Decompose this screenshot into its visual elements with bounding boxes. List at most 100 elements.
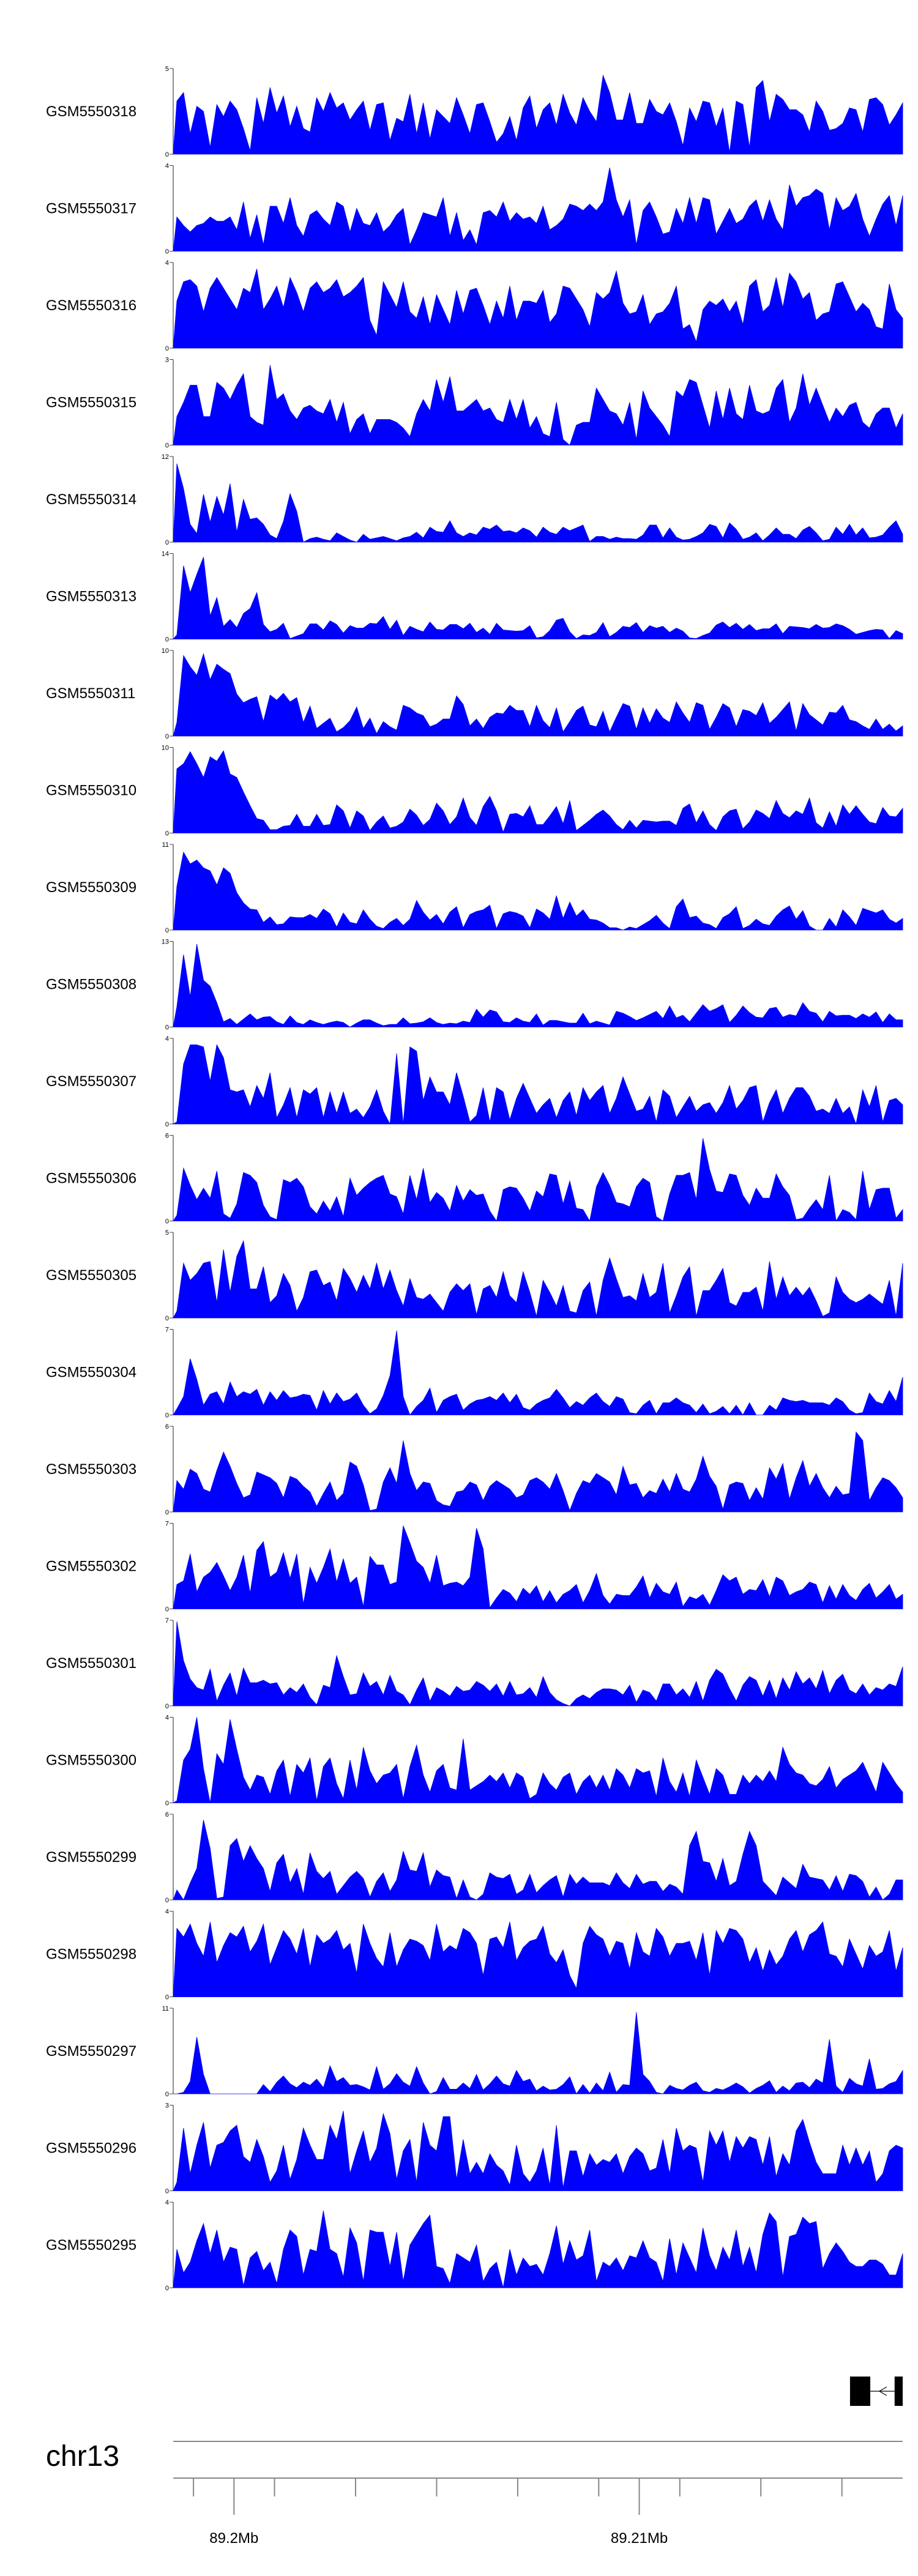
coverage-tracks: GSM555031850GSM555031740GSM555031640GSM5… [46, 65, 903, 2292]
y-max-label: 4 [165, 163, 169, 170]
y-max-label: 7 [165, 1521, 169, 1528]
track-GSM5550305: GSM5550305 5 0 [46, 1229, 903, 1322]
track-GSM5550296: GSM5550296 3 0 [46, 2102, 903, 2195]
track-GSM5550300: GSM5550300 4 0 [46, 1714, 903, 1807]
y-zero-label: 0 [165, 1121, 169, 1128]
coverage-area [173, 750, 903, 833]
track-label: GSM5550306 [46, 1171, 136, 1187]
y-max-label: 5 [165, 65, 169, 73]
coverage-area [173, 167, 903, 251]
track-label: GSM5550318 [46, 103, 136, 120]
track-label: GSM5550307 [46, 1073, 136, 1090]
y-zero-label: 0 [165, 1412, 169, 1420]
coverage-area [173, 1138, 903, 1222]
track-label: GSM5550317 [46, 201, 136, 217]
track-label: GSM5550304 [46, 1364, 136, 1381]
y-max-label: 3 [165, 357, 169, 364]
track-label: GSM5550316 [46, 297, 136, 314]
coverage-area [173, 653, 903, 737]
genome-axis: chr13 89.2Mb 89.21Mb [46, 2440, 903, 2547]
track-GSM5550307: GSM5550307 4 0 [46, 1035, 903, 1128]
track-GSM5550310: GSM5550310 10 0 [46, 745, 903, 838]
y-max-label: 11 [162, 2005, 169, 2012]
y-max-label: 14 [162, 551, 169, 558]
track-GSM5550298: GSM5550298 4 0 [46, 1908, 903, 2001]
y-zero-label: 0 [165, 248, 169, 256]
track-label: GSM5550313 [46, 589, 136, 605]
track-label: GSM5550305 [46, 1267, 136, 1284]
coverage-area [173, 1820, 903, 1900]
y-max-label: 10 [162, 745, 169, 752]
coverage-area [173, 1525, 903, 1609]
y-zero-label: 0 [165, 1606, 169, 1614]
y-max-label: 6 [165, 1133, 169, 1140]
track-GSM5550308: GSM5550308 13 0 [46, 939, 903, 1032]
track-label: GSM5550301 [46, 1655, 136, 1672]
track-label: GSM5550299 [46, 1849, 136, 1866]
track-GSM5550302: GSM5550302 7 0 [46, 1521, 903, 1614]
y-zero-label: 0 [165, 733, 169, 740]
coverage-area [173, 1621, 903, 1707]
coverage-area [173, 365, 903, 446]
y-max-label: 4 [165, 1035, 169, 1043]
y-zero-label: 0 [165, 2285, 169, 2292]
track-GSM5550304: GSM5550304 7 0 [46, 1327, 903, 1420]
y-zero-label: 0 [165, 442, 169, 450]
y-zero-label: 0 [165, 1509, 169, 1516]
y-zero-label: 0 [165, 830, 169, 838]
y-zero-label: 0 [165, 345, 169, 352]
chromosome-label: chr13 [46, 2440, 119, 2473]
track-label: GSM5550308 [46, 977, 136, 993]
y-zero-label: 0 [165, 539, 169, 546]
track-label: GSM5550309 [46, 879, 136, 896]
y-max-label: 12 [162, 453, 169, 461]
y-max-label: 13 [162, 939, 169, 946]
coverage-area [173, 1921, 903, 1997]
y-zero-label: 0 [165, 2091, 169, 2098]
y-max-label: 7 [165, 1327, 169, 1334]
gene-exon [849, 2377, 871, 2406]
y-zero-label: 0 [165, 1994, 169, 2001]
y-zero-label: 0 [165, 151, 169, 158]
y-zero-label: 0 [165, 1315, 169, 1322]
track-GSM5550311: GSM5550311 10 0 [46, 647, 903, 740]
track-GSM5550309: GSM5550309 11 0 [46, 841, 903, 934]
y-max-label: 7 [165, 1617, 169, 1625]
track-GSM5550303: GSM5550303 6 0 [46, 1423, 903, 1516]
track-GSM5550297: GSM5550297 11 0 [46, 2005, 903, 2098]
track-label: GSM5550295 [46, 2237, 136, 2254]
x-tick-label: 89.21Mb [611, 2530, 668, 2547]
track-label: GSM5550303 [46, 1461, 136, 1478]
gene-annotation-track [849, 2377, 903, 2406]
y-max-label: 6 [165, 1811, 169, 1818]
y-max-label: 6 [165, 1423, 169, 1431]
y-zero-label: 0 [165, 1218, 169, 1226]
y-zero-label: 0 [165, 1703, 169, 1710]
y-max-label: 4 [165, 1714, 169, 1722]
y-max-label: 10 [162, 647, 169, 655]
y-zero-label: 0 [165, 927, 169, 934]
y-max-label: 11 [162, 841, 169, 849]
y-max-label: 4 [165, 1908, 169, 1916]
track-GSM5550315: GSM5550315 3 0 [46, 357, 903, 450]
y-zero-label: 0 [165, 636, 169, 644]
track-label: GSM5550302 [46, 1558, 136, 1575]
track-GSM5550301: GSM5550301 7 0 [46, 1617, 903, 1710]
track-GSM5550313: GSM5550313 14 0 [46, 551, 903, 644]
coverage-area [173, 2110, 903, 2191]
coverage-area [173, 2210, 903, 2288]
coverage-area [173, 1431, 903, 1513]
y-max-label: 4 [165, 259, 169, 267]
track-GSM5550318: GSM5550318 5 0 [46, 65, 903, 158]
y-zero-label: 0 [165, 2188, 169, 2195]
gene-exon [894, 2377, 903, 2406]
track-label: GSM5550314 [46, 491, 136, 508]
coverage-area [173, 269, 903, 349]
coverage-area [173, 1330, 903, 1416]
coverage-area [173, 1240, 903, 1319]
coverage-area [172, 1044, 903, 1125]
coverage-area [173, 74, 903, 155]
track-GSM5550316: GSM5550316 4 0 [46, 259, 903, 352]
track-GSM5550314: GSM5550314 12 0 [46, 453, 903, 546]
